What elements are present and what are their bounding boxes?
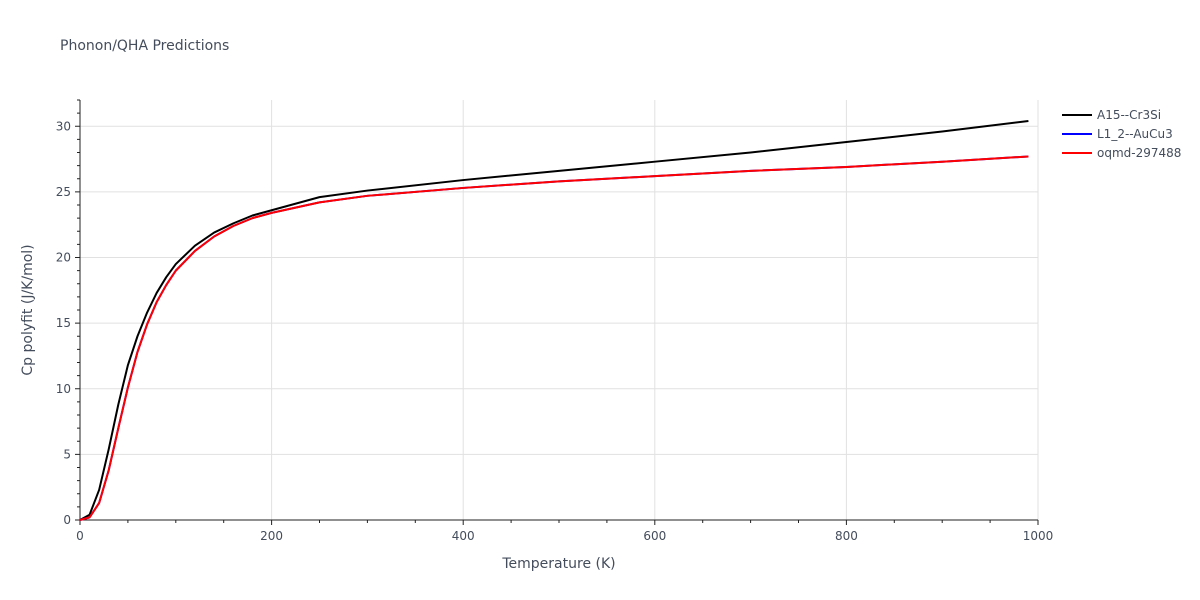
chart-title: Phonon/QHA Predictions xyxy=(60,38,229,54)
x-tick-label: 800 xyxy=(835,529,858,543)
y-tick-label: 0 xyxy=(63,513,71,527)
series-line-1 xyxy=(79,120,1029,521)
x-tick-label: 1000 xyxy=(1023,529,1054,543)
y-tick-label: 10 xyxy=(56,382,71,396)
x-tick-label: 600 xyxy=(643,529,666,543)
x-tick-label: 400 xyxy=(452,529,475,543)
series-line-2 xyxy=(79,155,1029,521)
y-tick-label: 15 xyxy=(56,316,71,330)
legend-item-1[interactable]: A15--Cr3Si xyxy=(1062,108,1161,122)
x-axis-title: Temperature (K) xyxy=(501,556,615,572)
legend-label: A15--Cr3Si xyxy=(1097,108,1161,122)
y-tick-label: 25 xyxy=(56,185,71,199)
legend-label: L1_2--AuCu3 xyxy=(1097,127,1173,141)
series-layer xyxy=(79,120,1029,521)
x-tick-label: 200 xyxy=(260,529,283,543)
y-tick-label: 30 xyxy=(56,119,71,133)
legend-label: oqmd-297488 xyxy=(1097,146,1181,160)
grid-layer xyxy=(80,100,1039,520)
axis-layer: 0 200 400 600 800 1000 0 5 10 15 20 25 30 xyxy=(56,99,1054,543)
y-tick-label: 20 xyxy=(56,251,71,265)
x-tick-label: 0 xyxy=(76,529,84,543)
legend[interactable]: A15--Cr3Si L1_2--AuCu3 oqmd-297488 xyxy=(1062,108,1181,160)
legend-item-2[interactable]: L1_2--AuCu3 xyxy=(1062,127,1173,141)
y-axis-title: Cp polyfit (J/K/mol) xyxy=(20,244,36,375)
series-line-3 xyxy=(79,155,1029,521)
legend-item-3[interactable]: oqmd-297488 xyxy=(1062,146,1181,160)
y-tick-label: 5 xyxy=(63,447,71,461)
